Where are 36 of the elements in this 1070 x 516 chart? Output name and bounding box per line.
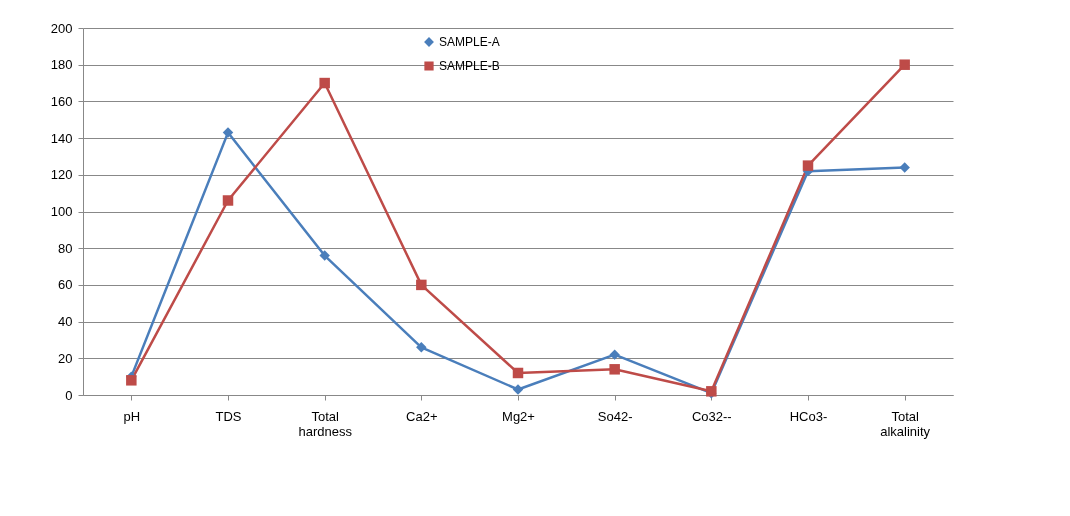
y-tick-label: 120	[50, 167, 73, 183]
x-tick-label: HCo3-	[789, 408, 828, 424]
point	[512, 367, 524, 379]
point	[899, 59, 910, 70]
x-tick-label: Total hardness	[298, 408, 353, 439]
y-tick-label: 0	[65, 387, 73, 403]
point	[416, 279, 427, 291]
point	[222, 195, 234, 206]
y-tick-label: 160	[50, 93, 73, 109]
x-tick-label: Ca2+	[406, 408, 438, 424]
point	[802, 160, 814, 171]
x-tick-label: TDS	[215, 408, 242, 424]
y-tick-label: 60	[58, 277, 73, 293]
point	[319, 250, 330, 261]
point	[899, 162, 910, 173]
point	[416, 342, 427, 353]
x-tick-label: So42-	[597, 408, 633, 424]
x-tick-label: pH	[123, 408, 141, 424]
y-tick-label: 200	[50, 20, 73, 36]
y-tick-label: 180	[50, 57, 73, 73]
point	[222, 127, 234, 138]
point	[512, 384, 524, 395]
point	[126, 375, 137, 386]
x-tick-label: Total alkalinity	[880, 408, 931, 439]
point	[609, 364, 620, 375]
y-tick-label: 40	[58, 314, 73, 330]
x-tick-label: Co32--	[691, 408, 732, 424]
y-tick-label: 20	[58, 350, 73, 366]
legend-label: SAMPLE-B	[439, 59, 500, 73]
y-tick-label: 140	[50, 130, 73, 146]
point	[609, 349, 620, 360]
y-tick-label: 80	[58, 240, 73, 256]
legend-label: SAMPLE-A	[439, 35, 500, 49]
point	[319, 77, 330, 89]
x-tick-label: Mg2+	[502, 408, 535, 424]
y-tick-label: 100	[50, 204, 73, 219]
